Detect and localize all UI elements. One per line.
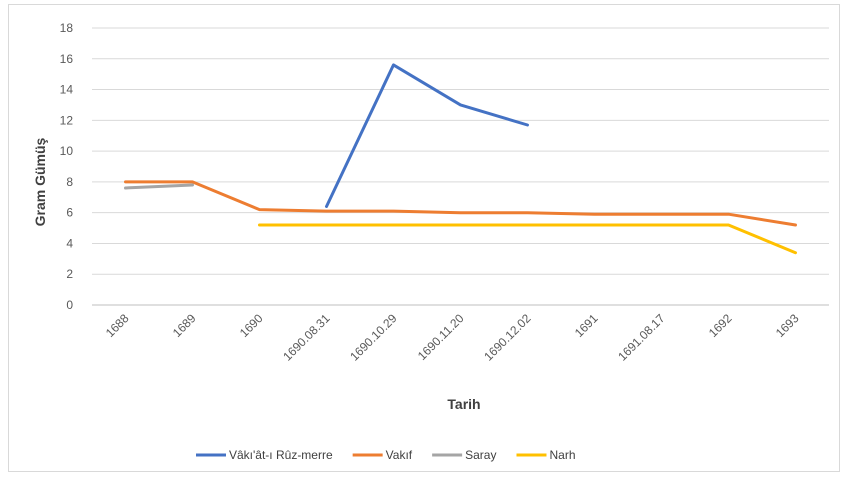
series-2-line	[124, 183, 194, 190]
legend-label: Vâkı'ât-ı Rûz-merre	[229, 448, 333, 462]
series-2-group	[124, 183, 194, 190]
y-axis-title: Gram Gümüş	[32, 137, 48, 226]
y-tick-label: 10	[60, 144, 74, 158]
gridlines	[92, 27, 829, 306]
legend-label: Vakıf	[386, 448, 413, 462]
legend: Vâkı'ât-ı Rûz-merre Vakıf Saray Narh	[196, 448, 576, 462]
series-0-group	[325, 63, 529, 208]
x-tick-label: 1690.11.20	[415, 311, 467, 363]
y-tick-label: 4	[66, 236, 73, 250]
y-tick-label: 2	[66, 267, 73, 281]
x-axis-title: Tarih	[447, 396, 480, 412]
x-tick-label: 1688	[103, 311, 132, 340]
legend-label: Narh	[549, 448, 575, 462]
y-tick-label: 8	[66, 175, 73, 189]
x-tick-label: 1690	[237, 311, 266, 340]
y-axis-ticks: 0 2 4 6 8 10 12 14 16 18	[60, 21, 74, 312]
x-tick-label: 1693	[773, 311, 802, 340]
y-tick-label: 16	[60, 52, 74, 66]
x-tick-label: 1690.12.02	[481, 311, 534, 364]
x-tick-label: 1690.08.31	[280, 311, 333, 364]
series-3-line	[258, 223, 797, 255]
x-tick-label: 1691.08.17	[615, 311, 668, 364]
series-1-group	[124, 180, 797, 227]
x-axis-ticks: 1688 1689 1690 1690.08.31 1690.10.29 1690.11.…	[103, 311, 802, 364]
x-tick-label: 1691	[572, 311, 601, 340]
x-tick-label: 1690.10.29	[347, 311, 400, 364]
y-tick-label: 0	[66, 298, 73, 312]
x-tick-label: 1689	[170, 311, 199, 340]
series-lines	[124, 63, 797, 255]
y-tick-label: 12	[60, 113, 74, 127]
y-tick-label: 18	[60, 21, 74, 35]
series-1-line	[124, 180, 797, 227]
series-3-group	[258, 223, 797, 255]
y-tick-label: 6	[66, 206, 73, 220]
y-tick-label: 14	[60, 83, 74, 97]
x-tick-label: 1692	[706, 311, 735, 340]
chart-frame: 0 2 4 6 8 10 12 14 16 18 1688 1689 1690 1690.08.31 16…	[8, 4, 840, 472]
legend-label: Saray	[465, 448, 496, 462]
series-0-line	[325, 63, 529, 208]
